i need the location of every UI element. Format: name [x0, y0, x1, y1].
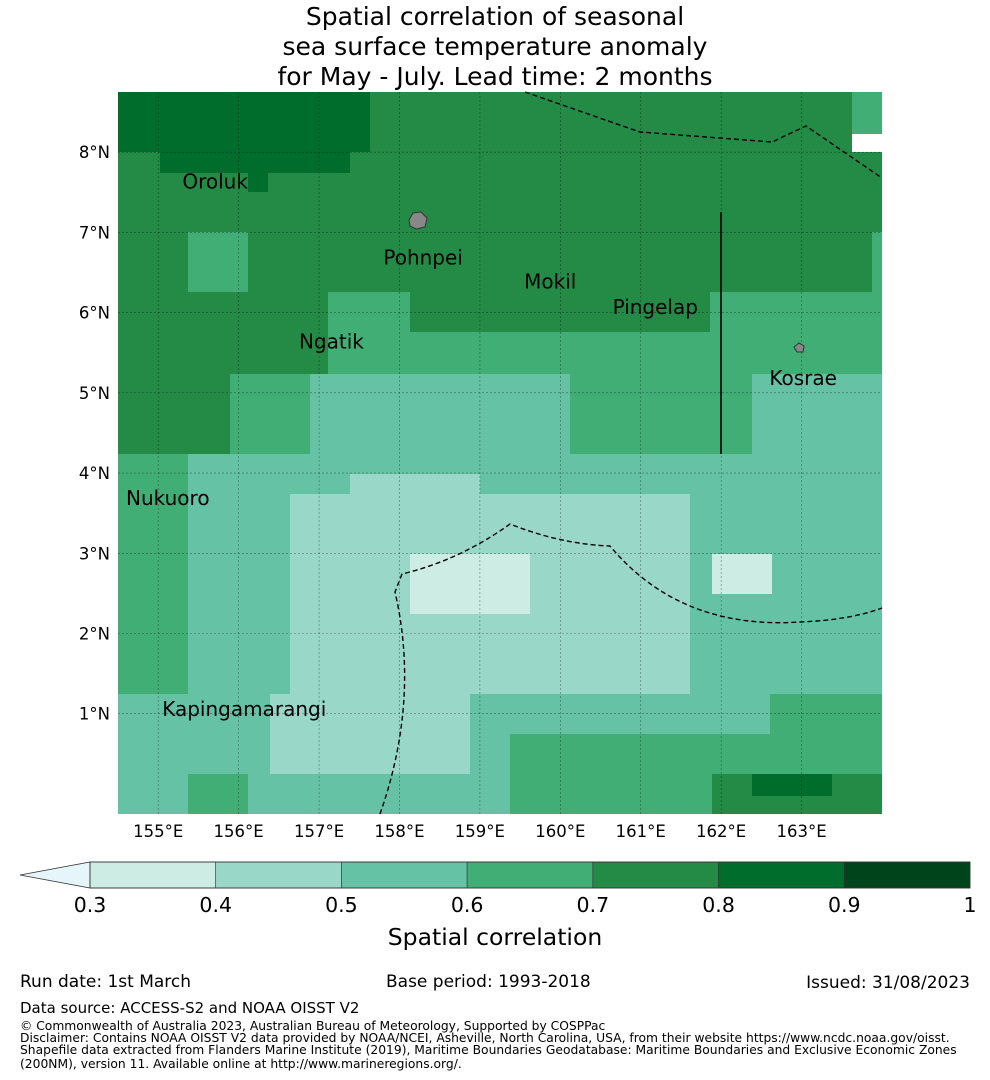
colorbar-title: Spatial correlation [388, 923, 602, 951]
disclaimer-line-3: (200NM), version 11. Available online at… [20, 1057, 462, 1071]
colorbar-ticks: 0.3 0.4 0.5 0.6 0.7 0.8 0.9 1 [74, 893, 977, 917]
place-label: Oroluk [182, 169, 248, 193]
place-label: Nukuoro [126, 486, 210, 510]
colorbar-segment [466, 861, 594, 889]
correlation-heatmap [118, 92, 882, 814]
region-0-8-0-9-oroluk-tail [248, 170, 268, 192]
colorbar-segment [718, 861, 845, 889]
lat-tick-label: 6°N [79, 304, 110, 323]
region-0-6-0-7-patch [188, 232, 248, 292]
graticule [118, 92, 882, 814]
lon-tick-label: 159°E [455, 822, 505, 841]
place-label: Ngatik [299, 330, 364, 354]
issued-date: Issued: 31/08/2023 [806, 973, 970, 993]
title-line-3: for May - July. Lead time: 2 months [277, 62, 713, 91]
region-0-3-0-4-east [712, 554, 772, 594]
islands [408, 211, 805, 353]
colorbar-tick-label: 0.9 [828, 893, 861, 917]
region-0-6-0-7-northeast [852, 92, 882, 134]
kosrae-island [793, 342, 805, 353]
title-line-2: sea surface temperature anomaly [282, 32, 708, 61]
region-0-4-0-5-south [270, 694, 470, 774]
pohnpei-island [408, 211, 428, 230]
colorbar-tick-label: 0.6 [451, 893, 484, 917]
eez-boundary-north [524, 91, 883, 179]
colorbar-frame [89, 861, 971, 889]
colorbar-segments [89, 861, 971, 889]
region-0-7-0-8-lobe [410, 292, 710, 332]
region-0-3-0-4-core [410, 554, 530, 614]
lon-tick-label: 161°E [616, 822, 666, 841]
place-label: Pingelap [613, 295, 698, 319]
region-0-6-0-7-southwest [188, 774, 248, 814]
lon-tick-label: 155°E [133, 822, 183, 841]
base-period: Base period: 1993-2018 [386, 972, 591, 992]
colorbar-segment [341, 861, 468, 889]
lat-tick-label: 4°N [79, 464, 110, 483]
region-0-4-0-5-north [350, 474, 480, 496]
longitude-ticks: 155°E 156°E 157°E 158°E 159°E 160°E 161°E 162°E… [133, 822, 827, 841]
place-labels: Oroluk Pohnpei Mokil Pingelap Ngatik Kosrae Nu… [126, 169, 837, 721]
colorbar-segment [215, 861, 342, 889]
lon-tick-label: 156°E [214, 822, 264, 841]
region-0-8-0-9-oroluk [160, 152, 350, 173]
colorbar-tick-label: 0.4 [199, 893, 232, 917]
lon-tick-label: 158°E [374, 822, 424, 841]
eez-boundaries [379, 91, 883, 815]
colorbar: 0.3 0.4 0.5 0.6 0.7 0.8 0.9 1 Spatial correlati… [19, 861, 977, 951]
colorbar-segment [843, 861, 971, 889]
lat-tick-label: 1°N [79, 705, 110, 724]
place-label: Mokil [524, 270, 576, 294]
place-label: Pohnpei [383, 245, 463, 269]
disclaimer-line-1: Disclaimer: Contains NOAA OISST V2 data … [20, 1031, 950, 1045]
latitude-ticks: 1°N 2°N 3°N 4°N 5°N 6°N 7°N 8°N [79, 143, 110, 724]
region-0-6-0-7-east-edge [872, 232, 882, 292]
title-line-1: Spatial correlation of seasonal [305, 2, 685, 31]
lon-tick-label: 157°E [294, 822, 344, 841]
region-0-5-0-6-southeast [470, 694, 770, 734]
lat-tick-label: 2°N [79, 625, 110, 644]
colorbar-tick-label: 0.3 [74, 893, 107, 917]
colorbar-extension [19, 861, 91, 889]
lon-tick-label: 163°E [776, 822, 826, 841]
region-0-8-0-9-south [752, 774, 832, 796]
region-0-5-0-6-east [752, 374, 882, 454]
eez-boundary-south [379, 523, 883, 815]
lat-tick-label: 5°N [79, 384, 110, 403]
copyright: © Commonwealth of Australia 2023, Austra… [20, 1019, 606, 1033]
region-0-7-0-8-north [370, 92, 852, 154]
colorbar-tick-label: 1 [963, 893, 976, 917]
colorbar-segment [89, 861, 217, 889]
lat-tick-label: 8°N [79, 143, 110, 162]
lon-tick-label: 160°E [535, 822, 585, 841]
colorbar-segment [592, 861, 719, 889]
colorbar-tick-label: 0.5 [325, 893, 358, 917]
chart-title: Spatial correlation of seasonal sea surf… [0, 2, 990, 92]
data-source: Data source: ACCESS-S2 and NOAA OISST V2 [20, 999, 360, 1017]
place-label: Kosrae [769, 366, 837, 390]
region-0-8-0-9 [118, 92, 370, 154]
lat-tick-label: 3°N [79, 544, 110, 563]
colorbar-tick-label: 0.8 [702, 893, 735, 917]
place-label: Kapingamarangi [162, 697, 326, 721]
region-0-5-0-6-mid [310, 374, 570, 454]
lon-tick-label: 162°E [696, 822, 746, 841]
run-date: Run date: 1st March [20, 972, 192, 992]
lat-tick-label: 7°N [79, 223, 110, 242]
disclaimer-line-2: Shapefile data extracted from Flanders M… [20, 1043, 957, 1057]
colorbar-tick-label: 0.7 [577, 893, 610, 917]
